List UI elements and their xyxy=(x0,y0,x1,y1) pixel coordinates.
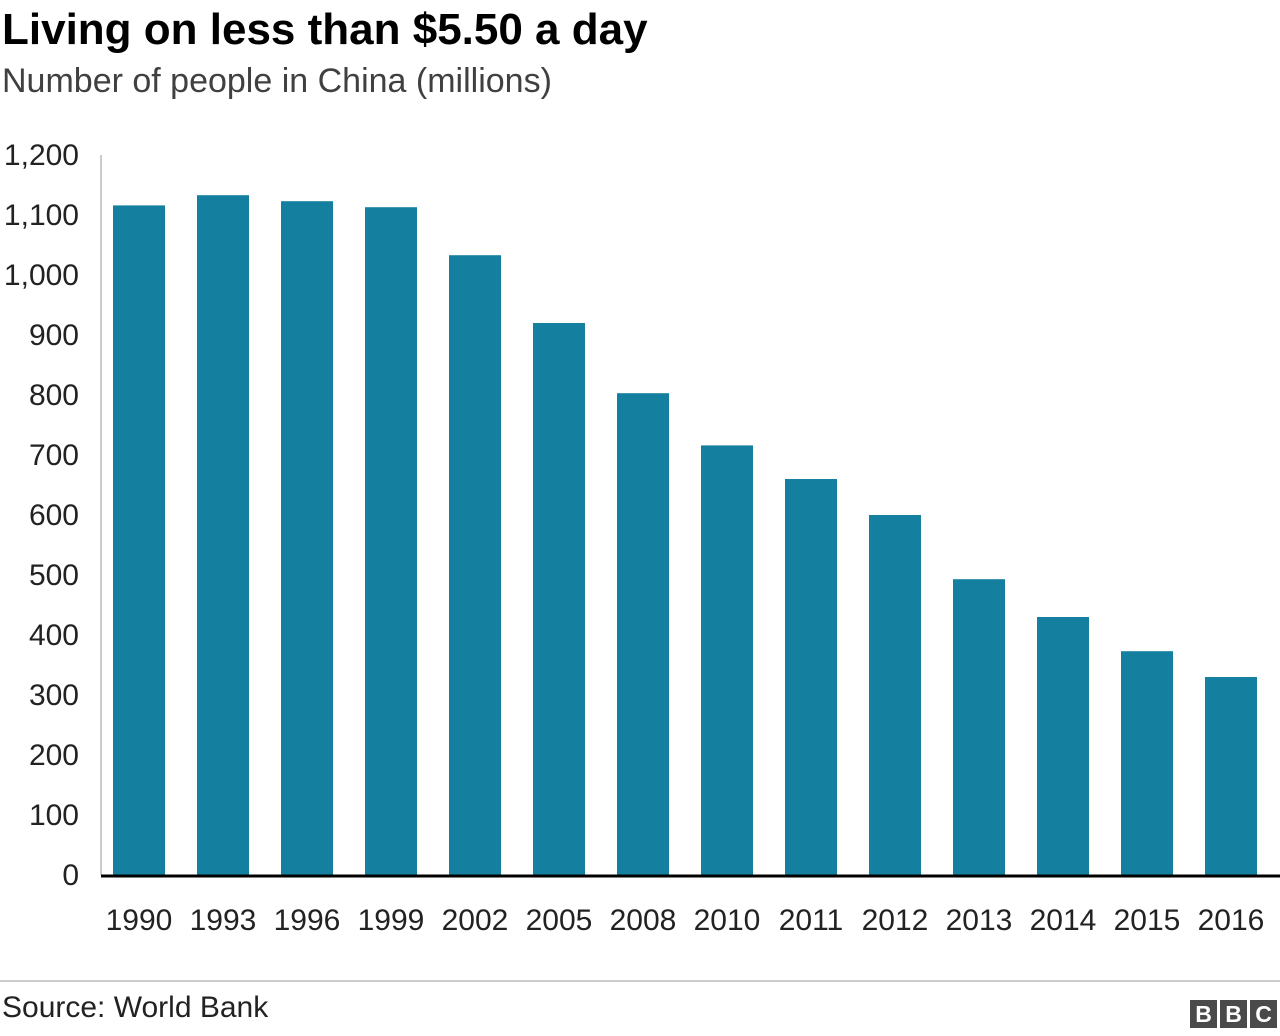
bar-2010 xyxy=(701,445,753,875)
x-axis: 1990 1993 1996 1999 2002 2005 2008 2010 2011 2012… xyxy=(101,874,1280,937)
x-tick-label: 2013 xyxy=(946,904,1013,937)
bbc-logo-letter: B xyxy=(1190,1000,1217,1028)
y-tick-label: 1,000 xyxy=(4,259,79,292)
bar-2012 xyxy=(869,515,921,875)
bar-2015 xyxy=(1121,651,1173,875)
y-tick-label: 700 xyxy=(29,439,79,472)
chart-subtitle: Number of people in China (millions) xyxy=(2,62,552,100)
y-tick-label: 900 xyxy=(29,319,79,352)
y-tick-label: 600 xyxy=(29,499,79,532)
x-tick-label: 2010 xyxy=(694,904,761,937)
chart-title: Living on less than $5.50 a day xyxy=(2,5,648,54)
y-tick-label: 400 xyxy=(29,619,79,652)
y-tick-label: 1,100 xyxy=(4,199,79,232)
bbc-logo-letter: B xyxy=(1220,1000,1247,1028)
bar-2014 xyxy=(1037,617,1089,875)
bar-2016 xyxy=(1205,677,1257,875)
x-tick-label: 2008 xyxy=(610,904,677,937)
x-tick-label: 1990 xyxy=(106,904,173,937)
bars xyxy=(113,195,1257,875)
x-tick-label: 1999 xyxy=(358,904,425,937)
bar-2005 xyxy=(533,323,585,875)
bbc-logo: B B C xyxy=(1190,1000,1277,1028)
y-axis: 0 100 200 300 400 500 600 700 800 900 1,000 1,100 1,… xyxy=(4,139,102,892)
bar-2013 xyxy=(953,579,1005,875)
y-tick-label: 500 xyxy=(29,559,79,592)
bar-2011 xyxy=(785,479,837,875)
bbc-logo-letter: C xyxy=(1250,1000,1277,1028)
x-tick-label: 2016 xyxy=(1198,904,1265,937)
x-tick-label: 2011 xyxy=(779,904,844,937)
x-tick-label: 2012 xyxy=(862,904,929,937)
x-tick-label: 2015 xyxy=(1114,904,1181,937)
x-tick-label: 1993 xyxy=(190,904,257,937)
x-tick-label: 2005 xyxy=(526,904,593,937)
footer-divider xyxy=(0,980,1280,982)
bar-1999 xyxy=(365,207,417,875)
x-tick-label: 1996 xyxy=(274,904,341,937)
bar-1996 xyxy=(281,201,333,875)
bar-2002 xyxy=(449,255,501,875)
y-tick-label: 300 xyxy=(29,679,79,712)
bar-1993 xyxy=(197,195,249,875)
y-tick-label: 0 xyxy=(62,859,79,892)
y-tick-label: 1,200 xyxy=(4,139,79,172)
source-note: Source: World Bank xyxy=(2,991,269,1024)
y-tick-label: 800 xyxy=(29,379,79,412)
bar-2008 xyxy=(617,393,669,875)
x-tick-label: 2002 xyxy=(442,904,509,937)
y-tick-label: 100 xyxy=(29,799,79,832)
x-tick-label: 2014 xyxy=(1030,904,1097,937)
y-tick-label: 200 xyxy=(29,739,79,772)
bar-1990 xyxy=(113,205,165,875)
